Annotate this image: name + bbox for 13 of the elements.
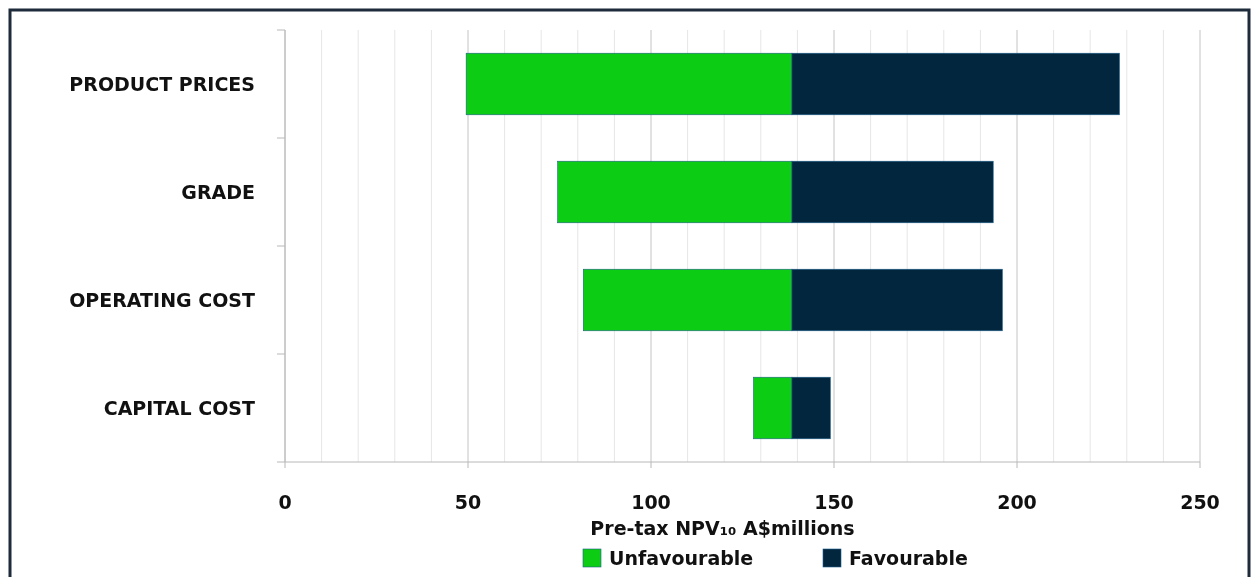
legend-label: Unfavourable [609,547,754,569]
x-tick-label: 150 [814,491,854,513]
y-tick-label: OPERATING COST [69,289,256,311]
y-tick-label: GRADE [181,181,255,203]
legend-label: Favourable [849,547,968,569]
x-tick-label: 200 [997,491,1037,513]
y-tick-label: CAPITAL COST [103,397,256,419]
x-tick-label: 250 [1180,491,1220,513]
y-tick-label: PRODUCT PRICES [69,73,255,95]
x-tick-label: 50 [454,491,482,513]
x-tick-label: 100 [631,491,671,513]
x-axis-title: Pre-tax NPV₁₀ A$millions [590,517,855,539]
x-tick-label: 0 [278,491,292,513]
